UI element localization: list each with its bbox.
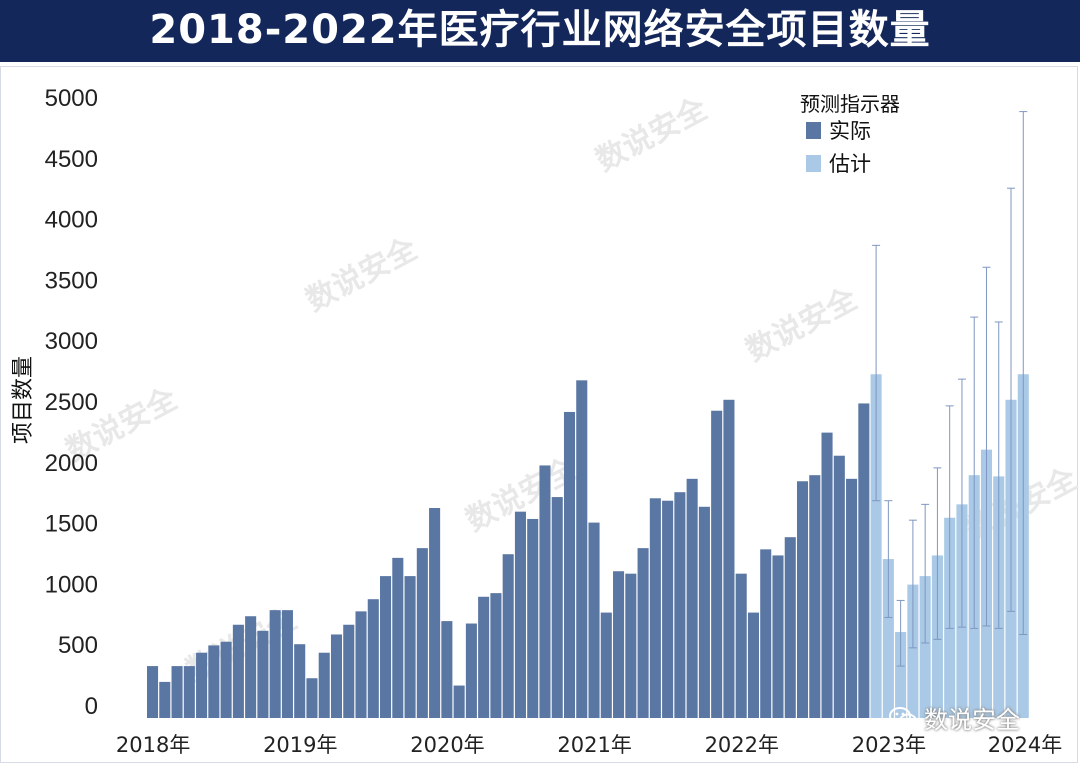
bar-actual — [465, 623, 477, 718]
bar-actual — [171, 666, 183, 718]
bar-actual — [527, 518, 539, 718]
bar-actual — [588, 522, 600, 718]
y-tick-label: 3000 — [45, 328, 98, 355]
bar-actual — [208, 645, 220, 718]
x-tick-label: 2020年 — [410, 733, 484, 757]
chart-frame — [0, 66, 1078, 763]
bar-actual — [441, 621, 453, 718]
bar-actual — [600, 612, 612, 718]
brand-label: 数说安全 — [924, 706, 1020, 734]
bar-actual — [183, 666, 195, 718]
bar-actual — [784, 537, 796, 718]
bar-estimate — [870, 374, 882, 718]
bar-actual — [846, 478, 858, 718]
bar-actual — [343, 624, 355, 718]
bar-actual — [380, 576, 392, 718]
bar-actual — [613, 571, 625, 718]
bar-actual — [772, 555, 784, 718]
bar-actual — [698, 506, 710, 718]
bar-actual — [625, 573, 637, 718]
bar-estimate — [919, 576, 931, 718]
bar-actual — [196, 652, 208, 718]
bar-actual — [257, 630, 269, 718]
y-tick-label: 1500 — [45, 511, 98, 538]
bar-actual — [269, 610, 281, 718]
x-tick-label: 2022年 — [705, 733, 779, 757]
bar-actual — [711, 410, 723, 718]
bar-actual — [220, 641, 232, 718]
bar-actual — [429, 508, 441, 718]
bar-actual — [416, 548, 428, 718]
y-tick-label: 4000 — [45, 207, 98, 234]
bar-actual — [478, 596, 490, 718]
y-tick-label: 0 — [85, 693, 98, 720]
bar-actual — [796, 481, 809, 718]
bar-actual — [453, 685, 465, 718]
y-tick-label: 2500 — [45, 389, 98, 416]
bar-actual — [367, 599, 379, 718]
bar-actual — [355, 611, 367, 718]
bar-actual — [245, 616, 257, 718]
legend-swatch — [806, 122, 821, 139]
bar-actual — [747, 612, 759, 718]
y-tick-label: 5000 — [45, 85, 98, 112]
bar-actual — [858, 403, 870, 718]
x-tick-label: 2023年 — [852, 733, 926, 757]
bar-actual — [551, 497, 563, 718]
y-tick-label: 2000 — [45, 450, 98, 477]
bar-actual — [686, 478, 698, 718]
bar-actual — [576, 380, 588, 718]
y-tick-label: 4500 — [45, 146, 98, 173]
bar-actual — [637, 548, 649, 718]
y-axis-title: 项目数量 — [11, 356, 36, 444]
brand-mark: 数说安全 — [888, 700, 1020, 735]
legend-label: 实际 — [829, 119, 871, 143]
bar-actual — [281, 610, 293, 718]
x-tick-label: 2019年 — [263, 733, 337, 757]
bar-actual — [833, 455, 845, 718]
bar-actual — [232, 624, 244, 718]
bar-actual — [318, 652, 330, 718]
chart-title: 2018-2022年医疗行业网络安全项目数量 — [0, 0, 1080, 62]
bar-actual — [760, 549, 772, 718]
bar-actual — [809, 475, 821, 718]
legend-label: 估计 — [829, 152, 871, 176]
bar-actual — [294, 644, 306, 718]
bar-actual — [662, 500, 674, 718]
bar-actual — [563, 411, 576, 718]
bar-actual — [649, 498, 661, 718]
bar-actual — [821, 432, 833, 718]
bar-actual — [539, 465, 551, 718]
bar-actual — [502, 554, 514, 718]
legend-title: 预测指示器 — [800, 92, 900, 116]
bar-actual — [392, 557, 404, 718]
bar-estimate — [882, 559, 894, 718]
x-tick-label: 2021年 — [557, 733, 631, 757]
legend-swatch — [806, 155, 821, 172]
x-tick-label: 2024年 — [988, 733, 1062, 757]
bar-estimate — [907, 584, 919, 718]
bar-actual — [674, 492, 686, 718]
bar-actual — [147, 666, 159, 718]
bar-actual — [735, 573, 747, 718]
bar-actual — [514, 511, 526, 718]
bar-actual — [490, 593, 502, 718]
x-tick-label: 2018年 — [116, 733, 190, 757]
bar-actual — [159, 681, 171, 718]
bar-actual — [306, 678, 318, 718]
y-tick-label: 1000 — [45, 571, 98, 598]
wechat-icon — [889, 706, 917, 728]
bar-estimate — [895, 632, 907, 718]
bar-actual — [723, 399, 735, 718]
y-tick-label: 3500 — [45, 267, 98, 294]
y-tick-label: 500 — [58, 632, 98, 659]
bar-actual — [330, 634, 343, 718]
bar-actual — [404, 576, 416, 718]
